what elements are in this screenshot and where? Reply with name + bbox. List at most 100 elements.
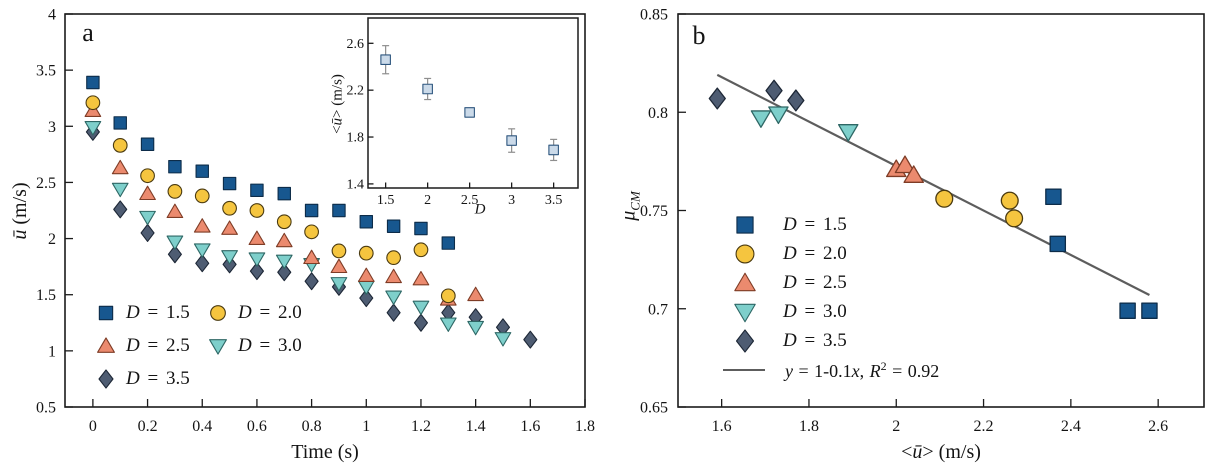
data-point [249,203,265,218]
xlabel-bracket-open: < [901,441,913,463]
x-tick-label: 1 [362,418,370,435]
data-point [414,221,428,236]
eq-comma: , [859,360,870,381]
y-tick-label: 2.2 [347,84,365,99]
panel-a-plot: 0 0.2 0.4 0.6 0.8 1 1.2 1.4 1.6 1.8 4 3.5 3 2.5 2 1.5 1 0… [36,7,595,436]
diamond-marker-icon [98,368,114,389]
legend-item-d15: D = 1.5 [94,296,206,329]
data-point [359,215,374,229]
data-point [222,176,237,191]
x-tick-label: 1.8 [799,418,819,435]
data-point [467,320,484,336]
mu-subscript: CM [627,191,643,211]
x-tick-label: 2.2 [974,418,994,435]
data-point [734,303,756,322]
xlabel-units: > (m/s) [922,441,981,463]
triangle-down-marker-icon [734,303,756,322]
y-tick-label: 0.5 [36,400,56,417]
data-point [548,144,559,156]
legend-item-label: D = 2.0 [238,302,302,324]
eq-r2-value: = 0.92 [886,360,940,381]
legend-value: = 3.5 [139,367,190,389]
legend-item-label: D = 1.5 [126,302,190,324]
data-point [412,300,430,316]
legend-var: D [126,367,140,389]
data-point [708,87,726,110]
data-point [464,107,475,118]
data-point [765,79,783,102]
data-point [111,159,129,175]
x-tick-label: 1.6 [712,418,732,435]
series-circle [85,95,456,304]
x-tick-label: 3.5 [545,193,563,208]
y-tick-label: 2.6 [347,37,365,52]
x-tick-label: 2.6 [1148,418,1168,435]
y-tick-label: 0.8 [648,105,668,122]
circle-marker-icon [210,304,226,321]
legend-var: D [238,301,252,323]
data-point [330,277,348,292]
legend-item-d15: D = 1.5 [733,210,939,239]
y-tick-label: 3 [48,119,56,136]
data-point [1119,302,1136,319]
mu-symbol: μ [617,210,640,221]
data-point [467,286,484,302]
axis-ticks: 0 0.2 0.4 0.6 0.8 1 1.2 1.4 1.6 1.8 4 3.5 3 2.5 2 1.5 1 0… [36,7,595,436]
eq-y: y [785,360,793,381]
panel-b-y-axis-title: μCM [617,191,643,221]
data-point [358,245,374,261]
data-point [380,54,391,66]
data-point [210,304,226,321]
data-point [422,83,433,95]
legend-item-label: D = 3.0 [783,301,847,323]
data-point [248,230,266,245]
legend-value: = 1.5 [139,301,190,323]
panel-a-legend: D = 1.5 D = 2.0 D = 2.5 D = 3.0 D = 3.5 [94,296,334,395]
data-point [209,338,227,355]
eq-mid: = 1-0.1 [793,360,852,381]
panel-a-y-axis-title: ū (m/s) [9,182,31,239]
legend-item-d35: D = 3.5 [733,326,939,355]
y-tick-label: 1.5 [36,287,56,304]
legend-var: D [126,301,140,323]
axis-ticks: 1.6 1.8 2 2.2 2.4 2.6 0.85 0.8 0.75 0.7 0.65 [640,7,1168,436]
x-tick-label: 1.6 [520,418,540,435]
data-point [221,250,238,265]
data-point [193,243,211,258]
x-tick-label: 0.6 [247,418,267,435]
data-point [734,272,756,291]
data-point [385,290,402,305]
data-point [1045,188,1062,205]
panel-a-label: a [82,18,94,47]
x-tick-label: 1.2 [411,418,431,435]
legend-value: = 3.0 [251,334,302,356]
x-tick-label: 2.5 [461,193,479,208]
inset-y-axis-title: <ū> (m/s) [330,74,346,134]
data-point [441,236,456,250]
data-point [385,268,402,284]
data-point [111,182,129,198]
x-tick-label: 1.8 [575,418,595,435]
data-point [787,89,805,112]
x-tick-label: 1.5 [377,193,395,208]
legend-value: = 2.5 [796,271,847,293]
y-tick-label: 4 [48,7,56,24]
data-point [98,368,114,389]
panel-a-x-axis-title: Time (s) [291,441,359,463]
y-tick-label: 3.5 [36,63,56,80]
series-square [86,75,456,250]
data-point [1049,235,1067,253]
legend-item-label: D = 3.0 [238,335,302,357]
xlabel-var: ū [912,441,923,463]
data-point [167,245,182,264]
data-point [735,328,755,353]
legend-item-d35: D = 3.5 [94,362,206,395]
series-diamond [708,79,805,112]
data-point [85,95,101,111]
legend-item-d25: D = 2.5 [733,268,939,297]
data-point [275,232,293,248]
data-point [222,200,237,216]
inset-x-axis-title: D [474,201,486,218]
